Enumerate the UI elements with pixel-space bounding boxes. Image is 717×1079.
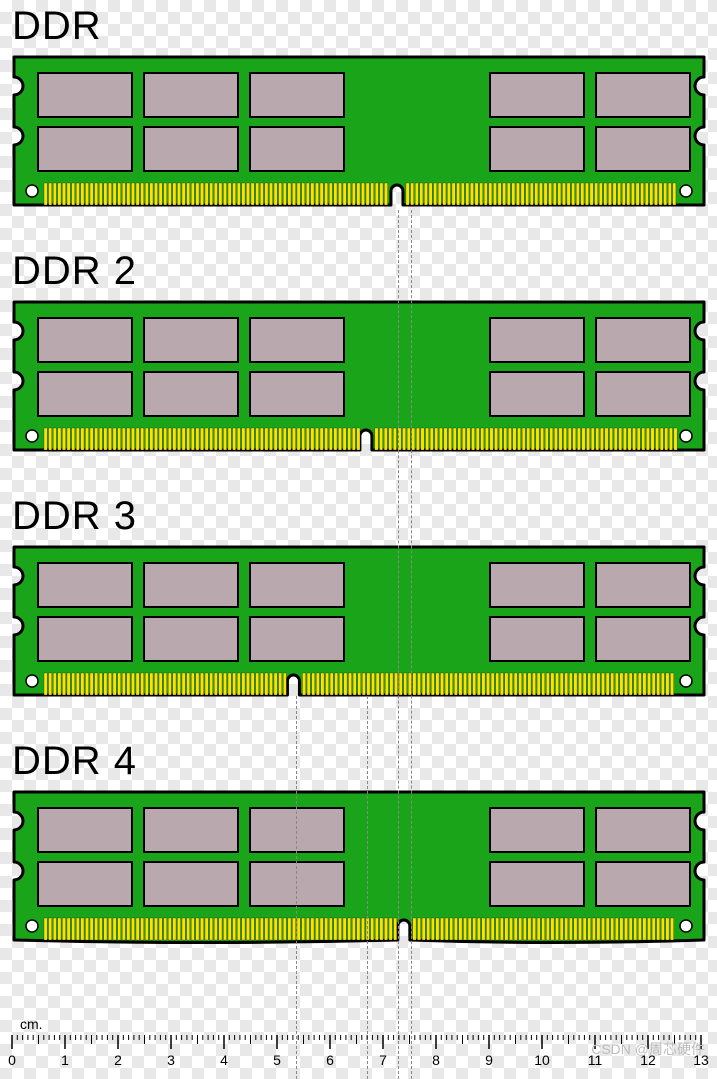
module-ddr2 [0, 300, 717, 460]
module-ddr3 [0, 545, 717, 705]
section-ddr1: DDR [0, 0, 717, 215]
spacer [0, 215, 717, 245]
svg-text:0: 0 [8, 1052, 16, 1068]
svg-ddr1 [0, 55, 717, 215]
label-ddr4: DDR 4 [0, 735, 717, 790]
svg-ddr4 [0, 790, 717, 950]
label-ddr1: DDR [0, 0, 717, 55]
label-ddr2: DDR 2 [0, 245, 717, 300]
svg-ddr3 [0, 545, 717, 705]
module-ddr4 [0, 790, 717, 950]
section-ddr2: DDR 2 [0, 245, 717, 460]
spacer [0, 460, 717, 490]
diagram-content: DDR DDR 2 DDR 3 DDR 4 [0, 0, 717, 950]
section-ddr3: DDR 3 [0, 490, 717, 705]
module-ddr1 [0, 55, 717, 215]
svg-text:5: 5 [273, 1052, 281, 1068]
svg-text:7: 7 [379, 1052, 387, 1068]
svg-text:cm.: cm. [20, 1017, 43, 1032]
svg-text:6: 6 [326, 1052, 334, 1068]
svg-text:10: 10 [534, 1052, 550, 1068]
watermark: CSDN @周芯硬件 [591, 1039, 705, 1059]
spacer [0, 705, 717, 735]
svg-text:2: 2 [114, 1052, 122, 1068]
svg-text:4: 4 [220, 1052, 228, 1068]
guide-line [398, 210, 399, 1079]
svg-text:8: 8 [432, 1052, 440, 1068]
svg-text:3: 3 [167, 1052, 175, 1068]
section-ddr4: DDR 4 [0, 735, 717, 950]
label-ddr3: DDR 3 [0, 490, 717, 545]
guide-line [411, 210, 412, 1079]
svg-ddr2 [0, 300, 717, 460]
svg-text:9: 9 [485, 1052, 493, 1068]
svg-text:1: 1 [61, 1052, 69, 1068]
